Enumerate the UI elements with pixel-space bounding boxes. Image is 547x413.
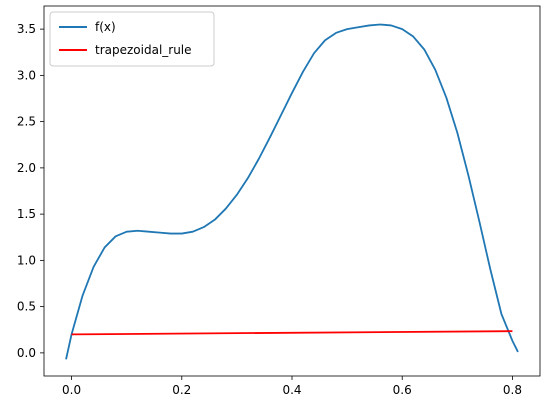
y-tick-label: 0.5 [17, 300, 36, 314]
legend: f(x) trapezoidal_rule [49, 11, 215, 67]
x-tick-label: 0.0 [62, 383, 81, 397]
legend-label-fx: f(x) [95, 20, 116, 34]
series-line-fx [65, 23, 519, 360]
y-tick-label: 2.0 [17, 161, 36, 175]
x-tick-label: 0.8 [503, 383, 522, 397]
y-tick-label: 1.5 [17, 207, 36, 221]
y-tick-label: 0.0 [17, 346, 36, 360]
y-tick-label: 3.5 [17, 22, 36, 36]
x-tick-label: 0.4 [282, 383, 301, 397]
legend-box [49, 11, 215, 67]
y-tick-label: 3.0 [17, 68, 36, 82]
legend-label-trapezoidal-rule: trapezoidal_rule [95, 43, 192, 57]
y-axis: 0.0 0.5 1.0 1.5 2.0 2.5 3.0 3.5 [17, 22, 44, 360]
x-axis: 0.0 0.2 0.4 0.6 0.8 [62, 376, 522, 397]
series-line-trapezoidal-rule [71, 330, 513, 336]
plot-area [44, 6, 540, 376]
series-layer [65, 23, 519, 360]
x-tick-label: 0.2 [172, 383, 191, 397]
y-tick-label: 1.0 [17, 253, 36, 267]
y-tick-label: 2.5 [17, 115, 36, 129]
x-tick-label: 0.6 [393, 383, 412, 397]
